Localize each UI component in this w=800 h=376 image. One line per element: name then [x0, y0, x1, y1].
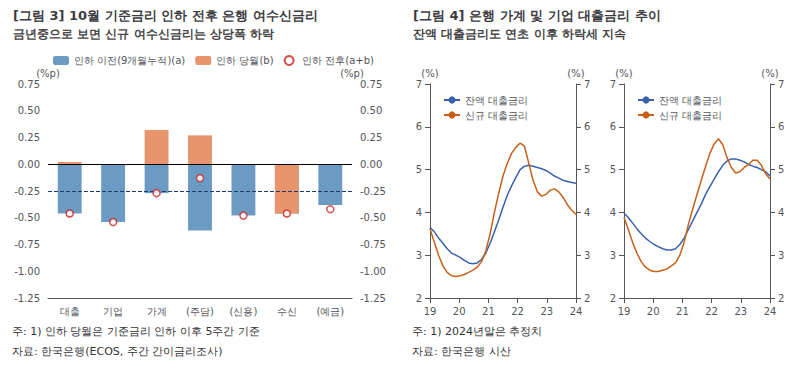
svg-text:(%): (%) [421, 68, 438, 79]
svg-text:0.50: 0.50 [360, 105, 382, 116]
svg-text:2: 2 [584, 293, 590, 304]
svg-text:신규 대출금리: 신규 대출금리 [465, 110, 528, 121]
svg-text:(%): (%) [615, 68, 632, 79]
svg-text:-0.75: -0.75 [14, 239, 40, 250]
svg-text:-1.25: -1.25 [14, 293, 40, 304]
svg-text:(%p): (%p) [36, 68, 60, 79]
svg-text:23: 23 [540, 306, 553, 317]
svg-text:20: 20 [453, 306, 466, 317]
svg-text:19: 19 [424, 306, 437, 317]
svg-text:22: 22 [705, 306, 718, 317]
svg-text:19: 19 [618, 306, 631, 317]
svg-text:4: 4 [416, 207, 422, 218]
svg-text:잔액 대출금리: 잔액 대출금리 [465, 95, 528, 106]
svg-text:4: 4 [584, 207, 590, 218]
svg-text:2: 2 [416, 293, 422, 304]
svg-text:4: 4 [778, 207, 784, 218]
svg-text:21: 21 [482, 306, 495, 317]
svg-text:6: 6 [610, 121, 616, 132]
svg-text:(%p): (%p) [340, 68, 364, 79]
svg-text:[그림 3] 10월 기준금리 인하 전후 은행 여수신금리: [그림 3] 10월 기준금리 인하 전후 은행 여수신금리 [13, 8, 318, 23]
svg-text:7: 7 [778, 79, 784, 90]
svg-text:5: 5 [778, 164, 784, 175]
svg-text:가계: 가계 [147, 306, 167, 317]
svg-text:22: 22 [511, 306, 524, 317]
svg-text:0.25: 0.25 [360, 132, 382, 143]
svg-text:23: 23 [734, 306, 747, 317]
svg-text:7: 7 [416, 79, 422, 90]
svg-text:24: 24 [570, 306, 583, 317]
svg-text:-1.00: -1.00 [14, 266, 40, 277]
svg-text:인하 당월(b): 인하 당월(b) [216, 55, 273, 66]
svg-text:6: 6 [584, 121, 590, 132]
svg-text:4: 4 [610, 207, 616, 218]
svg-text:자료: 한국은행 시산: 자료: 한국은행 시산 [412, 345, 511, 358]
svg-text:대출: 대출 [60, 306, 80, 317]
svg-text:3: 3 [778, 250, 784, 261]
svg-text:-1.25: -1.25 [360, 293, 386, 304]
svg-text:0.75: 0.75 [18, 79, 40, 90]
svg-text:5: 5 [416, 164, 422, 175]
svg-text:잔액 대출금리: 잔액 대출금리 [659, 95, 722, 106]
svg-text:주: 1) 인하 당월은 기준금리 인하 이후 5주간 기준: 주: 1) 인하 당월은 기준금리 인하 이후 5주간 기준 [12, 325, 260, 338]
svg-text:수신: 수신 [277, 306, 297, 317]
svg-text:[그림 4] 은행 가계 및 기업 대출금리 추이: [그림 4] 은행 가계 및 기업 대출금리 추이 [413, 8, 661, 23]
svg-text:6: 6 [416, 121, 422, 132]
svg-text:-0.50: -0.50 [14, 212, 40, 223]
svg-text:7: 7 [584, 79, 590, 90]
svg-text:21: 21 [676, 306, 689, 317]
svg-text:-0.50: -0.50 [360, 212, 386, 223]
svg-text:-1.00: -1.00 [360, 266, 386, 277]
svg-text:7: 7 [610, 79, 616, 90]
svg-text:5: 5 [584, 164, 590, 175]
svg-text:기업: 기업 [103, 306, 123, 317]
svg-text:24: 24 [764, 306, 777, 317]
svg-text:인하 이전(9개월누적)(a): 인하 이전(9개월누적)(a) [74, 55, 185, 66]
svg-text:0.50: 0.50 [18, 105, 40, 116]
svg-text:(주담): (주담) [186, 306, 214, 317]
svg-text:0.00: 0.00 [360, 159, 382, 170]
svg-text:0.75: 0.75 [360, 79, 382, 90]
svg-text:신규 대출금리: 신규 대출금리 [659, 110, 722, 121]
svg-text:인하 전후(a+b): 인하 전후(a+b) [302, 55, 374, 66]
svg-text:-0.75: -0.75 [360, 239, 386, 250]
svg-text:0.25: 0.25 [18, 132, 40, 143]
svg-text:2: 2 [610, 293, 616, 304]
svg-text:3: 3 [610, 250, 616, 261]
svg-text:(%): (%) [567, 68, 584, 79]
svg-text:금년중으로 보면 신규 여수신금리는 상당폭 하락: 금년중으로 보면 신규 여수신금리는 상당폭 하락 [13, 27, 274, 41]
svg-text:주: 1) 2024년말은 추정치: 주: 1) 2024년말은 추정치 [412, 325, 542, 338]
svg-text:2: 2 [778, 293, 784, 304]
svg-text:-0.25: -0.25 [360, 186, 386, 197]
svg-text:자료: 한국은행(ECOS, 주간 간이금리조사): 자료: 한국은행(ECOS, 주간 간이금리조사) [12, 345, 223, 358]
svg-text:6: 6 [778, 121, 784, 132]
svg-text:20: 20 [647, 306, 660, 317]
svg-text:(예금): (예금) [316, 306, 344, 317]
svg-text:잔액 대출금리도 연초 이후 하락세 지속: 잔액 대출금리도 연초 이후 하락세 지속 [413, 27, 626, 41]
svg-text:0.00: 0.00 [18, 159, 40, 170]
svg-text:(%): (%) [761, 68, 778, 79]
svg-text:3: 3 [416, 250, 422, 261]
svg-text:3: 3 [584, 250, 590, 261]
svg-text:5: 5 [610, 164, 616, 175]
svg-text:-0.25: -0.25 [14, 186, 40, 197]
svg-text:(신용): (신용) [230, 306, 258, 317]
